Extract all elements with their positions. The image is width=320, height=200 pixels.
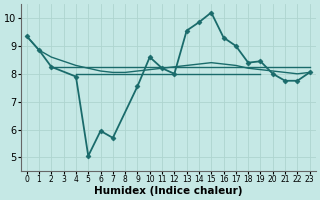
- X-axis label: Humidex (Indice chaleur): Humidex (Indice chaleur): [94, 186, 243, 196]
